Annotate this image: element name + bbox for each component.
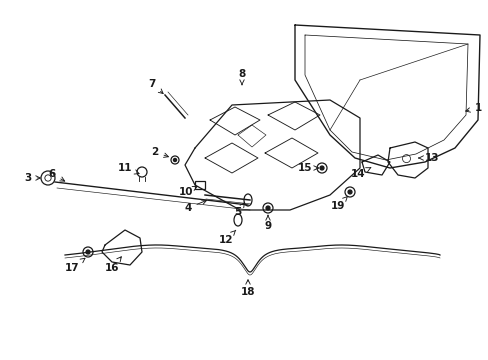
Text: 16: 16 <box>104 257 121 273</box>
Text: 2: 2 <box>151 147 168 157</box>
Text: 1: 1 <box>465 103 481 113</box>
Text: 10: 10 <box>179 186 197 197</box>
Circle shape <box>319 166 324 170</box>
Text: 6: 6 <box>48 169 64 181</box>
Text: 14: 14 <box>350 168 370 179</box>
Text: 5: 5 <box>234 203 244 217</box>
Text: 11: 11 <box>118 163 139 174</box>
Text: 4: 4 <box>184 200 206 213</box>
Text: 9: 9 <box>264 215 271 231</box>
Text: 8: 8 <box>238 69 245 85</box>
Circle shape <box>265 206 269 210</box>
Text: 18: 18 <box>240 280 255 297</box>
Text: 12: 12 <box>218 230 235 245</box>
Text: 19: 19 <box>330 196 347 211</box>
Text: 7: 7 <box>148 79 163 94</box>
Circle shape <box>173 158 176 162</box>
Circle shape <box>347 190 351 194</box>
Text: 3: 3 <box>24 173 40 183</box>
Text: 13: 13 <box>418 153 438 163</box>
Bar <box>195 181 204 189</box>
Text: 15: 15 <box>297 163 318 173</box>
Text: 17: 17 <box>64 258 85 273</box>
Circle shape <box>86 250 90 254</box>
